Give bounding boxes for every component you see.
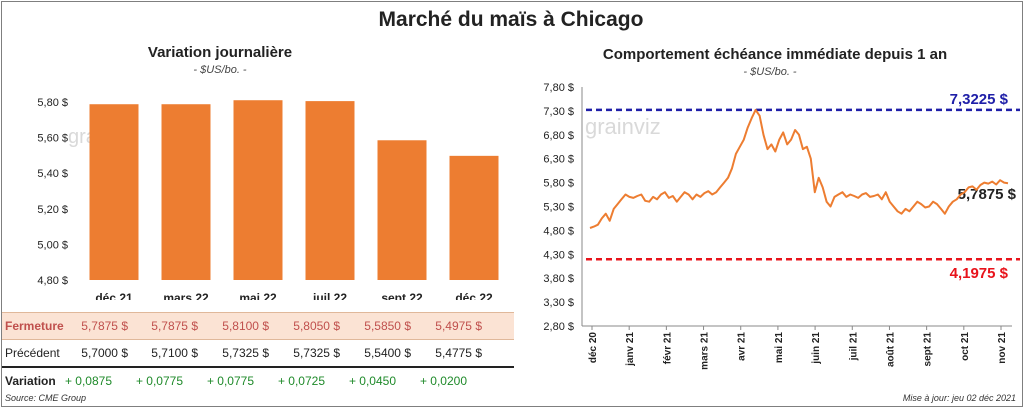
- x-tick-label: mai 22: [239, 291, 277, 300]
- table-cell: 5,4775 $: [435, 346, 482, 360]
- bar: [89, 104, 139, 280]
- x-tick-label: mai 21: [774, 332, 785, 364]
- table-cell: 5,7875 $: [81, 319, 128, 333]
- y-tick-label: 5,80 $: [37, 97, 68, 109]
- table-cell: 5,7875 $: [151, 319, 198, 333]
- table-cell: 5,7325 $: [293, 346, 340, 360]
- bar: [161, 104, 211, 280]
- x-tick-label: juin 21: [811, 332, 822, 365]
- y-tick-label: 4,80 $: [543, 225, 574, 237]
- table-row-variation: Variation + 0,0875 + 0,0775 + 0,0775 + 0…: [2, 368, 514, 394]
- x-tick-label: déc 22: [455, 291, 493, 300]
- row-label-variation: Variation: [5, 374, 56, 388]
- price-series-line: [589, 108, 1009, 229]
- bar: [233, 100, 283, 280]
- x-tick-label: juil 21: [848, 332, 859, 362]
- x-tick-label: janv 21: [625, 332, 636, 367]
- right-chart-title: Comportement échéance immédiate depuis 1…: [602, 46, 948, 63]
- y-tick-label: 3,30 $: [543, 297, 574, 309]
- y-tick-label: 5,00 $: [37, 239, 68, 251]
- low-reference-label: 4,1975 $: [950, 265, 1009, 282]
- x-tick-label: sept 21: [923, 332, 934, 367]
- table-cell: + 0,0450: [348, 374, 396, 388]
- y-tick-label: 5,30 $: [543, 202, 574, 214]
- right-chart-unit: - $US/bo. -: [743, 66, 797, 78]
- y-tick-label: 5,40 $: [37, 168, 68, 180]
- x-tick-label: mars 22: [163, 291, 209, 300]
- last-price-label: 5,7875 $: [958, 186, 1017, 203]
- source-note: Source: CME Group: [5, 393, 87, 403]
- y-tick-label: 5,80 $: [543, 178, 574, 190]
- x-tick-label: mars 21: [700, 332, 711, 370]
- left-chart-title: Variation journalière: [147, 44, 293, 61]
- table-cell: 5,7325 $: [222, 346, 269, 360]
- y-tick-label: 5,20 $: [37, 204, 68, 216]
- table-cell: + 0,0875: [64, 374, 112, 388]
- y-tick-label: 4,80 $: [37, 275, 68, 287]
- y-tick-label: 7,30 $: [543, 106, 574, 118]
- x-tick-label: juil 22: [312, 291, 347, 300]
- y-tick-label: 5,60 $: [37, 133, 68, 145]
- table-cell: 5,7100 $: [151, 346, 198, 360]
- table-row-precedent: Précédent 5,7000 $ 5,7100 $ 5,7325 $ 5,7…: [2, 340, 514, 368]
- y-tick-label: 4,30 $: [543, 249, 574, 261]
- table-cell: 5,8050 $: [293, 319, 340, 333]
- table-cell: 5,5850 $: [364, 319, 411, 333]
- daily-variation-bar-chart: grainviz 4,80 $5,00 $5,20 $5,40 $5,60 $5…: [37, 97, 499, 300]
- table-cell: + 0,0775: [206, 374, 254, 388]
- y-tick-label: 2,80 $: [543, 321, 574, 333]
- y-tick-label: 6,30 $: [543, 154, 574, 166]
- y-tick-label: 3,80 $: [543, 273, 574, 285]
- table-cell: + 0,0775: [135, 374, 183, 388]
- table-cell: 5,8100 $: [222, 319, 269, 333]
- row-label-fermeture: Fermeture: [5, 319, 64, 333]
- x-tick-label: nov 21: [997, 332, 1008, 364]
- left-chart-unit: - $US/bo. -: [193, 64, 247, 76]
- x-tick-label: déc 20: [588, 332, 599, 364]
- bar: [449, 155, 499, 280]
- row-label-precedent: Précédent: [5, 346, 60, 360]
- y-tick-label: 7,80 $: [543, 82, 574, 94]
- x-tick-label: déc 21: [95, 291, 133, 300]
- x-tick-label: févr 21: [662, 332, 673, 365]
- table-cell: 5,4975 $: [435, 319, 482, 333]
- x-tick-label: avr 21: [737, 332, 748, 361]
- x-tick-label: sept 22: [381, 291, 423, 300]
- y-tick-label: 6,80 $: [543, 130, 574, 142]
- table-cell: + 0,0200: [419, 374, 467, 388]
- update-note: Mise à jour: jeu 02 déc 2021: [902, 393, 1016, 403]
- bar: [305, 101, 355, 280]
- bar: [377, 140, 427, 280]
- x-tick-label: août 21: [885, 332, 896, 367]
- right-watermark: grainviz: [585, 114, 661, 139]
- front-month-line-chart: grainviz 7,3225 $ 4,1975 $ 5,7875 $ 2,80…: [543, 82, 1020, 370]
- table-cell: 5,5400 $: [364, 346, 411, 360]
- table-cell: 5,7000 $: [81, 346, 128, 360]
- x-tick-label: oct 21: [960, 332, 971, 361]
- high-reference-label: 7,3225 $: [950, 91, 1009, 108]
- table-cell: + 0,0725: [277, 374, 325, 388]
- table-row-fermeture: Fermeture 5,7875 $ 5,7875 $ 5,8100 $ 5,8…: [2, 312, 514, 340]
- main-title: Marché du maïs à Chicago: [378, 8, 644, 31]
